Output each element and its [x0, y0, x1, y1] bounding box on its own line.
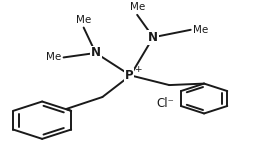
- Text: Me: Me: [193, 25, 209, 35]
- Text: N: N: [91, 46, 101, 59]
- Text: Me: Me: [46, 52, 61, 62]
- Text: +: +: [134, 65, 142, 74]
- Text: Cl⁻: Cl⁻: [156, 97, 174, 110]
- Text: N: N: [148, 31, 158, 44]
- Text: Me: Me: [76, 15, 91, 24]
- Text: P: P: [125, 69, 133, 82]
- Text: Me: Me: [130, 2, 145, 12]
